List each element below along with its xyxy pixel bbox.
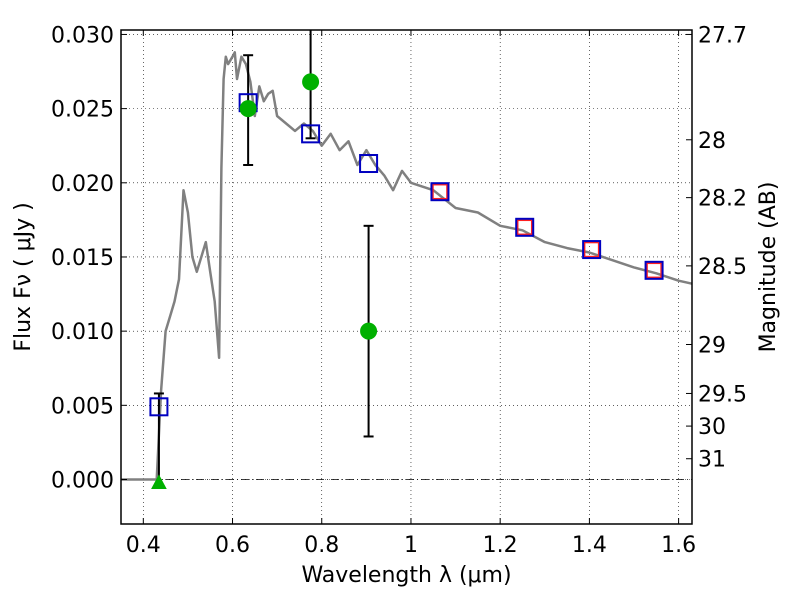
model-point: [359, 154, 379, 174]
magnitude-tick-label: 30: [698, 415, 726, 440]
plot-area: [121, 30, 693, 489]
magnitude-tick-label: 28.5: [698, 255, 747, 280]
x-tick-label: 1.2: [483, 533, 518, 558]
model-point: [582, 240, 602, 260]
axis-ticks: 0.4 0.6 0.8 1 1.2 1.4 1.6 0.000 0.005 0.010 0.015 0…: [51, 23, 747, 558]
model-spectrum-line: [121, 51, 693, 481]
y-tick-label: 0.010: [51, 320, 114, 345]
magnitude-tick-label: 27.7: [698, 23, 747, 48]
y-tick-label: 0.025: [51, 98, 114, 123]
observed-point: [583, 241, 600, 258]
magnitude-axis-label: Magnitude (AB): [756, 182, 781, 353]
upper-limit-marker: [151, 474, 167, 489]
magnitude-tick-label: 28.2: [698, 187, 747, 212]
observed-point: [646, 262, 662, 279]
model-point: [644, 260, 664, 280]
magnitude-tick-label: 29.5: [698, 382, 747, 407]
observed-point: [432, 183, 448, 200]
x-tick-label: 1: [404, 533, 418, 558]
x-tick-label: 0.8: [304, 533, 339, 558]
y-tick-label: 0.015: [51, 246, 114, 271]
model-point: [149, 397, 169, 417]
x-axis-label: Wavelength λ (μm): [301, 563, 511, 588]
measured-point: [360, 322, 378, 340]
observed-point: [516, 219, 533, 236]
plot-frame: [120, 29, 693, 525]
model-point: [301, 124, 321, 144]
measured-point: [239, 100, 257, 118]
model-point: [430, 182, 450, 202]
y-axis-label: Flux Fν ( μJy ): [11, 202, 36, 351]
x-tick-label: 0.6: [215, 533, 250, 558]
x-tick-label: 1.6: [661, 533, 696, 558]
y-tick-label: 0.000: [51, 468, 114, 493]
y-tick-label: 0.030: [51, 23, 114, 48]
grid-lines: [121, 30, 692, 524]
magnitude-tick-label: 28: [698, 129, 726, 154]
measured-point: [302, 73, 320, 91]
magnitude-tick-label: 31: [698, 448, 726, 473]
y-tick-label: 0.005: [51, 394, 114, 419]
x-tick-label: 1.4: [572, 533, 607, 558]
y-tick-label: 0.020: [51, 172, 114, 197]
x-tick-label: 0.4: [126, 533, 161, 558]
model-point: [515, 217, 535, 237]
magnitude-tick-label: 29: [698, 333, 726, 358]
